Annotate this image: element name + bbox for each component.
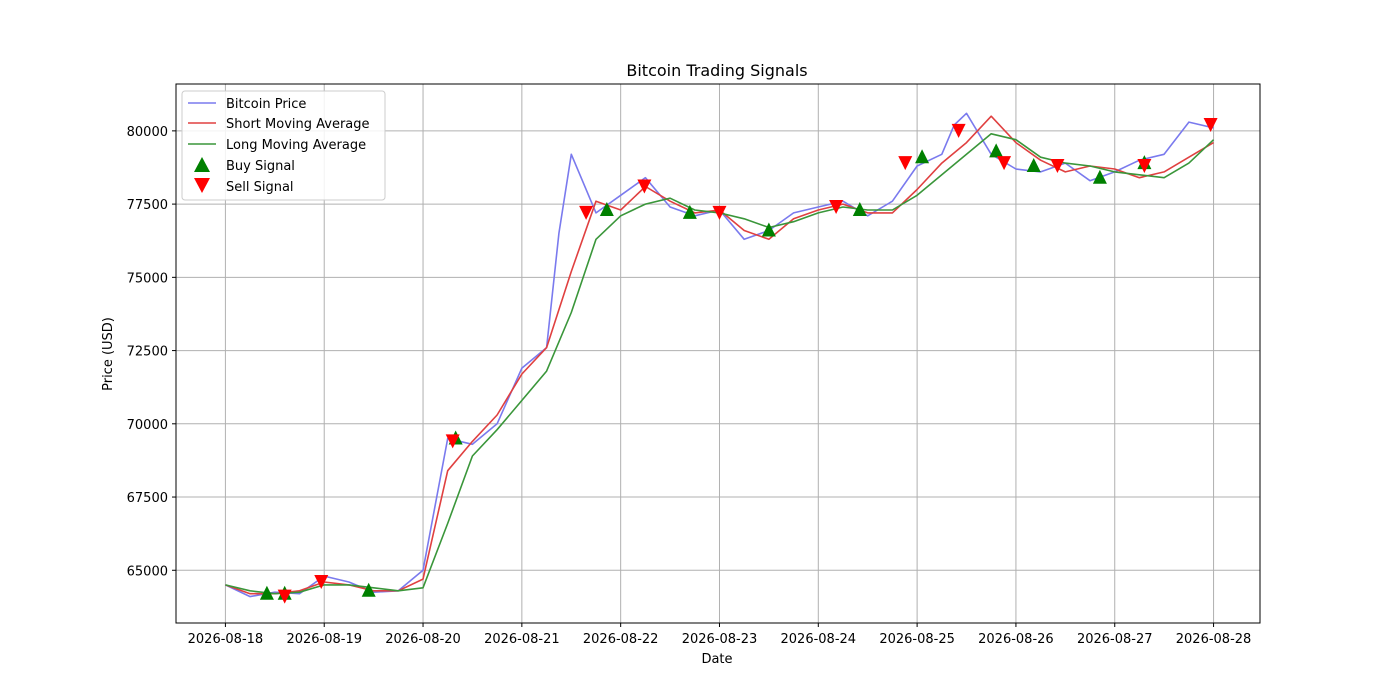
grid-layer (176, 84, 1260, 623)
y-tick-label: 80000 (127, 125, 168, 140)
sell-signal-marker (1050, 159, 1065, 174)
sell-signal-marker (277, 589, 292, 604)
legend-label-long-ma: Long Moving Average (226, 138, 366, 153)
sell-signal-marker (637, 179, 652, 194)
x-tick-label: 2026-08-19 (286, 632, 362, 647)
x-tick-label: 2026-08-28 (1176, 632, 1252, 647)
y-axis-title: Price (USD) (101, 317, 116, 391)
y-tick-label: 77500 (127, 198, 168, 213)
buy-signal-marker (682, 204, 697, 219)
legend-swatch-buy-signal (194, 157, 210, 172)
x-tick-label: 2026-08-23 (682, 632, 758, 647)
y-tick-label: 72500 (127, 345, 168, 360)
legend-label-short-ma: Short Moving Average (226, 117, 370, 132)
legend-label-bitcoin-price: Bitcoin Price (226, 97, 306, 112)
y-tick-label: 65000 (127, 564, 168, 579)
sell-signal-marker (829, 200, 844, 215)
x-tick-label: 2026-08-21 (484, 632, 560, 647)
x-tick-label: 2026-08-22 (583, 632, 659, 647)
sell-signal-marker (1203, 118, 1218, 133)
y-tick-label: 67500 (127, 491, 168, 506)
y-tick-label: 75000 (127, 271, 168, 286)
sell-signal-marker (997, 156, 1012, 171)
x-tick-label: 2026-08-26 (978, 632, 1054, 647)
x-tick-label: 2026-08-25 (879, 632, 955, 647)
buy-signal-marker (1092, 169, 1107, 184)
legend: Bitcoin Price Short Moving Average Long … (181, 90, 386, 201)
sell-signal-marker (314, 574, 329, 589)
sell-signal-marker (951, 123, 966, 138)
legend-box (181, 90, 386, 201)
x-tick-label: 2026-08-18 (188, 632, 264, 647)
sell-signal-marker (579, 205, 594, 220)
sell-signal-marker (445, 434, 460, 449)
tick-layer: 2026-08-18 2026-08-19 2026-08-20 2026-08-21… (127, 125, 1252, 647)
sell-signal-marker (712, 205, 727, 220)
legend-swatch-sell-signal (194, 178, 210, 193)
chart-title: Bitcoin Trading Signals (626, 61, 807, 80)
buy-signal-marker (599, 201, 614, 216)
buy-signal-marker (1026, 158, 1041, 173)
buy-signal-marker (761, 222, 776, 237)
x-tick-label: 2026-08-20 (385, 632, 461, 647)
buy-signal-marker (852, 201, 867, 216)
y-tick-label: 70000 (127, 418, 168, 433)
legend-label-sell-signal: Sell Signal (226, 180, 294, 195)
x-tick-label: 2026-08-24 (781, 632, 857, 647)
sell-signal-marker (898, 156, 913, 171)
buy-signal-marker (361, 582, 376, 597)
buy-signal-marker (989, 143, 1004, 158)
plot-frame (175, 83, 1261, 624)
sell-signal-marker (1137, 159, 1152, 174)
legend-label-buy-signal: Buy Signal (226, 159, 295, 174)
marker-layer (259, 118, 1218, 604)
buy-signal-marker (915, 149, 930, 164)
x-axis-title: Date (701, 652, 732, 667)
x-tick-label: 2026-08-27 (1077, 632, 1153, 647)
buy-signal-marker (259, 585, 274, 600)
